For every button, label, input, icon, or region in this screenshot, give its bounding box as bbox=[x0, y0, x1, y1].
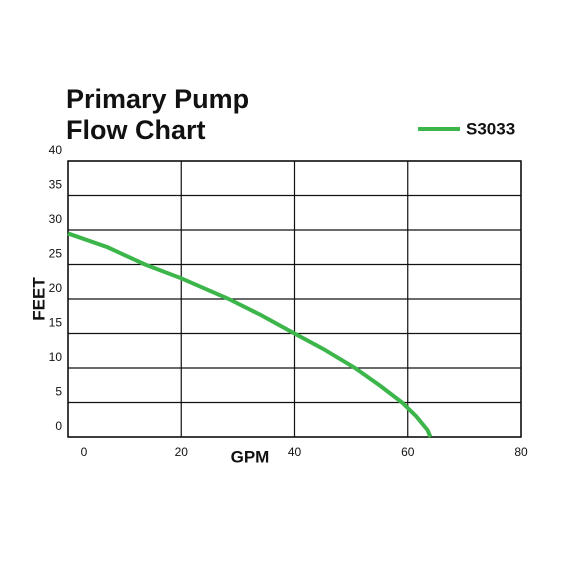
y-tick-label: 10 bbox=[49, 350, 63, 364]
y-axis-label: FEET bbox=[29, 277, 48, 321]
y-tick-label: 5 bbox=[55, 385, 62, 399]
y-tick-label: 15 bbox=[49, 316, 63, 330]
y-tick-label: 20 bbox=[49, 281, 63, 295]
y-tick-label: 25 bbox=[49, 247, 63, 261]
y-tick-label: 35 bbox=[49, 178, 63, 192]
x-tick-label: 20 bbox=[175, 445, 189, 459]
x-tick-label: 40 bbox=[288, 445, 302, 459]
x-tick-label: 80 bbox=[514, 445, 528, 459]
data-line bbox=[67, 231, 433, 438]
y-tick-label: 0 bbox=[55, 419, 62, 433]
legend-label: S3033 bbox=[466, 119, 515, 138]
x-axis-label: GPM bbox=[231, 447, 270, 466]
y-tick-label: 40 bbox=[49, 143, 63, 157]
x-tick-label: 0 bbox=[81, 445, 88, 459]
chart-title: Flow Chart bbox=[66, 115, 206, 145]
y-tick-label: 30 bbox=[49, 212, 63, 226]
x-tick-label: 60 bbox=[401, 445, 415, 459]
chart-title: Primary Pump bbox=[66, 84, 249, 114]
